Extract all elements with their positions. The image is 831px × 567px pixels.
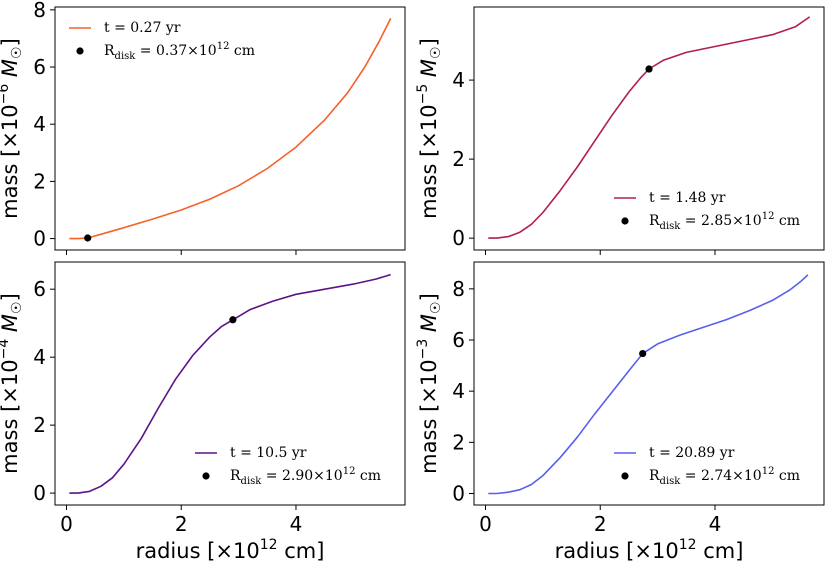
legend-line-label: t = 20.89 yr: [649, 445, 735, 461]
y-tick-label: 2: [33, 169, 46, 193]
legend: t = 10.5 yr Rdisk = 2.90×1012 cm: [195, 445, 381, 487]
x-axis-label: radius [×1012 cm]: [555, 537, 744, 563]
series-line: [488, 16, 811, 239]
legend: t = 1.48 yr Rdisk = 2.85×1012 cm: [614, 190, 800, 232]
legend-line-label: t = 10.5 yr: [230, 445, 307, 461]
y-tick-label: 4: [452, 379, 465, 403]
legend-point-swatch: [76, 47, 84, 55]
y-tick-label: 6: [452, 328, 465, 352]
legend-point-swatch: [621, 217, 629, 225]
series-line: [69, 273, 391, 494]
x-exponent: 12: [260, 537, 278, 553]
series-line: [488, 274, 809, 495]
y-tick-label: 0: [452, 226, 465, 250]
legend-line-label: t = 1.48 yr: [649, 190, 726, 206]
y-tick-label: 4: [33, 112, 46, 136]
x-axis-label: radius [×1012 cm]: [136, 537, 325, 563]
y-tick-label: 4: [33, 345, 46, 369]
series-line: [69, 18, 392, 240]
y-exponent: −5: [415, 84, 431, 105]
y-tick-label: 0: [33, 481, 46, 505]
legend-point-label: Rdisk = 2.85×1012 cm: [649, 211, 800, 232]
x-tick-label: 0: [60, 512, 73, 536]
y-axis-label: mass [×10−3 M☉]: [415, 293, 444, 474]
y-tick-label: 2: [33, 413, 46, 437]
y-axis-label: mass [×10−4 M☉]: [0, 293, 25, 474]
y-exponent: −4: [0, 339, 12, 360]
y-exponent: −6: [0, 84, 12, 105]
x-tick-label: 0: [479, 512, 492, 536]
y-tick-label: 8: [33, 0, 46, 22]
panel-top-right: 0 2 4 mass [×10−5 M☉] t = 1.48 yr Rdisk = 2.8…: [415, 6, 825, 255]
y-tick-label: 8: [452, 277, 465, 301]
legend-line-label: t = 0.27 yr: [104, 20, 181, 36]
x-tick-label: 4: [290, 512, 303, 536]
y-tick-label: 6: [33, 55, 46, 79]
rdisk-point: [84, 234, 92, 242]
panel-bottom-right: 0 2 4 6 8 0 2 4 mass [×10−3 M☉] radius [×1012 cm]…: [415, 261, 825, 563]
rdisk-point: [229, 316, 237, 324]
axes-frame: [54, 261, 406, 506]
x-exponent: 12: [679, 537, 697, 553]
y-axis-label: mass [×10−5 M☉]: [415, 38, 444, 219]
axes-frame: [473, 261, 825, 506]
y-axis-label: mass [×10−6 M☉]: [0, 38, 25, 219]
rdisk-point: [639, 349, 647, 358]
legend: t = 20.89 yr Rdisk = 2.74×1012 cm: [614, 445, 800, 487]
legend-point-label: Rdisk = 2.90×1012 cm: [230, 466, 381, 487]
y-tick-label: 2: [452, 147, 465, 171]
legend-point-label: Rdisk = 2.74×1012 cm: [649, 466, 800, 487]
y-exponent: −3: [415, 339, 431, 360]
axes-frame: [473, 6, 825, 251]
legend-point-swatch: [202, 472, 210, 480]
y-tick-label: 4: [452, 68, 465, 92]
panel-bottom-left: 0 2 4 6 0 2 4 mass [×10−4 M☉] radius [×1012 cm] t…: [0, 261, 406, 563]
x-tick-label: 2: [594, 512, 607, 536]
legend: t = 0.27 yr Rdisk = 0.37×1012 cm: [69, 20, 255, 62]
panel-top-left: 0 2 4 6 8 mass [×10−6 M☉] t = 0.27 yr Rdisk = 0…: [0, 0, 406, 255]
x-tick-label: 2: [175, 512, 188, 536]
x-tick-label: 4: [709, 512, 722, 536]
legend-point-label: Rdisk = 0.37×1012 cm: [104, 41, 255, 62]
y-tick-label: 2: [452, 430, 465, 454]
rdisk-point: [645, 65, 653, 73]
y-tick-label: 0: [452, 481, 465, 505]
y-tick-label: 0: [33, 227, 46, 251]
y-tick-label: 6: [33, 277, 46, 301]
axes-frame: [54, 6, 406, 251]
legend-point-swatch: [621, 472, 629, 480]
